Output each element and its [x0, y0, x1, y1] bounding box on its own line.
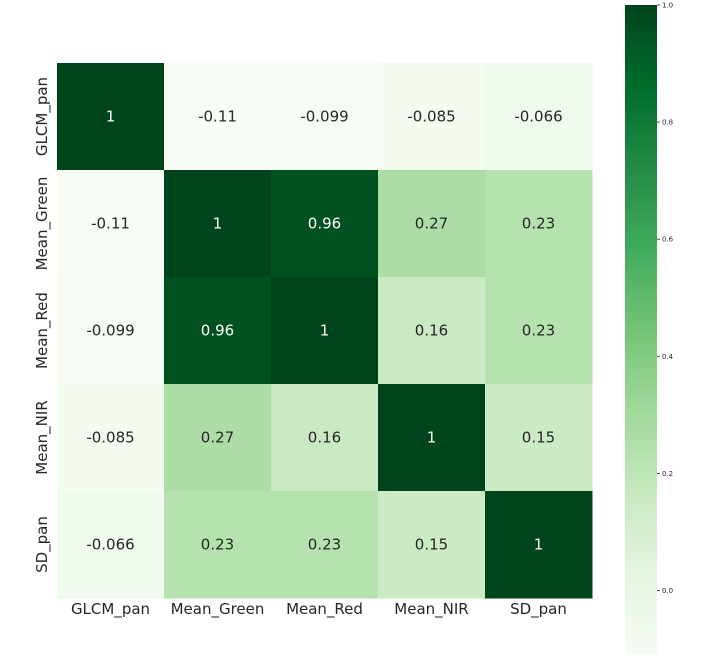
- heatmap-cell: [57, 170, 165, 278]
- x-tick-label: GLCM_pan: [71, 600, 150, 619]
- heatmap-cell: [485, 277, 593, 385]
- heatmap-cell: [485, 63, 593, 171]
- colorbar-tick-label: 0.6: [662, 236, 674, 244]
- heatmap-cell: [164, 277, 272, 385]
- cell-annotation: 1: [427, 429, 437, 447]
- cell-annotation: 1: [213, 215, 223, 233]
- cell-annotation: -0.11: [198, 108, 237, 126]
- heatmap-cell: [271, 170, 379, 278]
- x-tick-label: Mean_Red: [286, 600, 363, 619]
- colorbar-tick-label: 0.0: [662, 587, 673, 595]
- x-tick-labels: GLCM_pan Mean_Green Mean_Red Mean_NIR SD_pan: [71, 600, 567, 619]
- heatmap-cell: [57, 63, 165, 171]
- colorbar: [625, 5, 657, 655]
- cell-annotation: 1: [534, 536, 544, 554]
- heatmap-cell: [378, 277, 486, 385]
- colorbar-tick-label: 0.8: [662, 119, 673, 127]
- cell-annotation: -0.066: [514, 108, 562, 126]
- y-tick-label: GLCM_pan: [33, 77, 52, 156]
- heatmap-cell: [271, 384, 379, 492]
- cell-annotation: 0.96: [308, 215, 341, 233]
- heatmap-annotations: 1 -0.11 -0.099 -0.085 -0.066 -0.11 1 0.96 0.27 0.…: [86, 108, 562, 554]
- heatmap-cell: [164, 384, 272, 492]
- x-tick-label: Mean_NIR: [394, 600, 468, 619]
- heatmap-cell: [378, 170, 486, 278]
- colorbar-ticks: 1.0 0.8 0.6 0.4 0.2 0.0: [657, 2, 674, 595]
- cell-annotation: 0.23: [522, 322, 555, 340]
- cell-annotation: -0.085: [407, 108, 455, 126]
- heatmap-cell: [164, 63, 272, 171]
- heatmap-cell: [271, 63, 379, 171]
- cell-annotation: 0.23: [308, 536, 341, 554]
- heatmap-cell: [164, 170, 272, 278]
- heatmap-cell: [164, 491, 272, 599]
- cell-annotation: 0.27: [415, 215, 448, 233]
- y-tick-label: Mean_Green: [33, 177, 52, 271]
- heatmap-cell: [57, 491, 165, 599]
- heatmap-cells: [57, 63, 593, 599]
- heatmap-cell: [485, 384, 593, 492]
- cell-annotation: 0.16: [415, 322, 448, 340]
- cell-annotation: 0.23: [522, 215, 555, 233]
- heatmap-cell: [378, 491, 486, 599]
- heatmap-cell: [485, 170, 593, 278]
- heatmap-cell: [378, 384, 486, 492]
- cell-annotation: 0.15: [415, 536, 448, 554]
- cell-annotation: 0.16: [308, 429, 341, 447]
- cell-annotation: -0.066: [86, 536, 134, 554]
- x-tick-label: Mean_Green: [171, 600, 265, 619]
- heatmap-cell: [271, 277, 379, 385]
- colorbar-tick-label: 0.2: [662, 470, 673, 478]
- cell-annotation: 0.23: [201, 536, 234, 554]
- y-tick-label: SD_pan: [33, 516, 52, 573]
- heatmap-cell: [271, 491, 379, 599]
- y-tick-label: Mean_Red: [33, 292, 52, 369]
- heatmap-cell: [378, 63, 486, 171]
- colorbar-tick-label: 0.4: [662, 353, 674, 361]
- heatmap-cell: [57, 384, 165, 492]
- cell-annotation: 0.27: [201, 429, 234, 447]
- heatmap-cell: [57, 277, 165, 385]
- y-tick-label: Mean_NIR: [33, 400, 52, 474]
- cell-annotation: 0.15: [522, 429, 555, 447]
- heatmap-cell: [485, 491, 593, 599]
- cell-annotation: -0.11: [91, 215, 130, 233]
- cell-annotation: 0.96: [201, 322, 234, 340]
- cell-annotation: -0.099: [300, 108, 348, 126]
- cell-annotation: -0.085: [86, 429, 134, 447]
- cell-annotation: 1: [320, 322, 330, 340]
- cell-annotation: -0.099: [86, 322, 134, 340]
- x-tick-label: SD_pan: [510, 600, 567, 619]
- y-tick-labels: GLCM_pan Mean_Green Mean_Red Mean_NIR SD_pan: [33, 77, 52, 573]
- cell-annotation: 1: [106, 108, 116, 126]
- colorbar-tick-label: 1.0: [662, 2, 673, 10]
